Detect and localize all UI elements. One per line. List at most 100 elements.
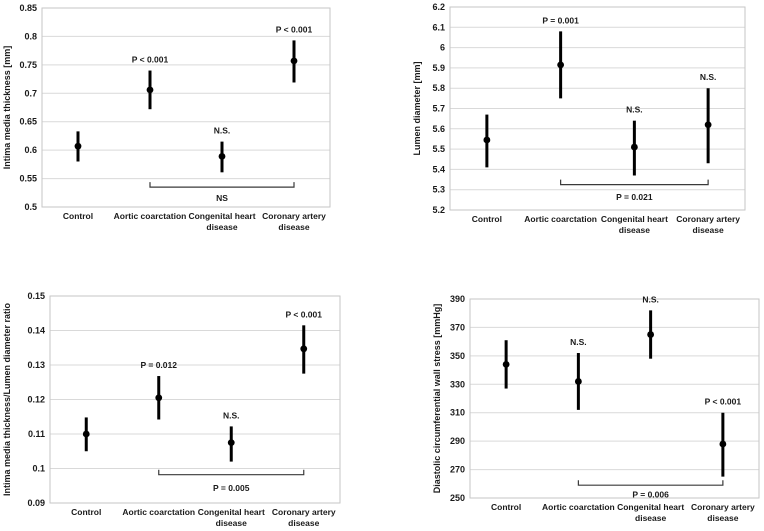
y-tick-label: 250 [450,493,465,503]
panel-imt-lumen-ratio: 0.09 0.1 0.11 0.12 0.13 0.14 0.15 Intima media … [0,266,382,531]
mean-marker [574,378,582,385]
x-category-label: Coronary artery [262,211,326,221]
y-axis-title: Lumen diameter [mm] [412,61,422,155]
mean-marker [630,143,638,151]
y-tick-label: 6 [440,43,445,53]
y-tick-label: 5.6 [432,124,445,134]
mean-marker [82,430,90,438]
mean-marker [218,152,226,160]
y-tick-label: 5.8 [432,83,445,93]
x-category-label: Congenital heart [601,214,668,224]
y-tick-label: 5.2 [432,205,445,215]
y-tick-label: 0.1 [32,464,45,474]
plot-border [449,6,746,211]
x-category-label: Coronary artery [691,502,755,512]
mean-marker [483,136,491,144]
intima-media-thickness-chart: 0.5 0.55 0.6 0.65 0.7 0.75 0.8 0.85 Intima media… [2,3,331,232]
y-tick-label: 330 [450,379,465,389]
x-category-label: disease [707,513,738,523]
y-tick-label: 5.5 [432,144,445,154]
y-tick-label: 5.3 [432,185,445,195]
significance-bracket [149,182,295,188]
y-tick-label: 0.5 [24,202,37,212]
x-category-label: Coronary artery [676,214,740,224]
y-tick-label: 370 [450,322,465,332]
y-tick-label: 0.85 [19,3,37,13]
y-tick-label: 270 [450,465,465,475]
bracket-label: NS [216,193,228,203]
y-tick-label: 0.14 [27,326,45,336]
x-category-label: Congenital heart [188,211,255,221]
mean-marker [502,360,510,368]
y-tick-label: 6.1 [432,22,445,32]
mean-marker [155,394,163,402]
significance-annotation: N.S. [223,410,240,420]
mean-marker [74,142,82,150]
x-category-label: Control [491,502,521,512]
significance-annotation: N.S. [700,72,717,82]
panel-lumen-diameter: 5.2 5.3 5.4 5.5 5.6 5.7 5.8 5.9 6 6.1 6.2 Lumen dia… [382,0,764,266]
significance-bracket [577,480,724,486]
y-tick-label: 0.6 [24,145,37,155]
y-tick-label: 0.11 [28,429,45,439]
y-axis-title: Diastolic circumferential wall stress [m… [432,304,442,494]
y-tick-label: 0.55 [19,174,37,184]
plot-border [49,295,341,504]
imt-lumen-ratio-chart: 0.09 0.1 0.11 0.12 0.13 0.14 0.15 Intima media … [2,291,341,528]
diastolic-wall-stress-chart: 250 270 290 310 330 350 370 390 Diastolic circum… [432,294,760,523]
mean-marker [647,331,655,338]
mean-marker [704,121,712,129]
significance-annotation: N.S. [214,126,231,136]
bracket-label: P = 0.005 [213,483,250,493]
lumen-diameter-chart: 5.2 5.3 5.4 5.5 5.6 5.7 5.8 5.9 6 6.1 6.2 Lumen dia… [412,2,746,235]
y-tick-label: 5.7 [432,104,445,114]
panel-diastolic-wall-stress: 250 270 290 310 330 350 370 390 Diastolic circum… [382,266,764,531]
mean-marker [557,61,565,69]
significance-annotation: P < 0.001 [286,309,323,319]
y-tick-label: 350 [450,351,465,361]
mean-marker [300,345,308,353]
x-category-label: Control [63,211,93,221]
x-category-label: Congenital heart [198,507,265,517]
x-category-label: disease [278,222,309,232]
mean-marker [146,86,154,94]
x-category-label: Control [71,507,101,517]
y-axis-title: Intima media thickness/Lumen diameter ra… [2,302,12,496]
significance-annotation: N.S. [570,337,587,347]
x-category-label: disease [288,518,319,528]
y-tick-label: 0.75 [19,60,37,70]
plot-border [41,7,331,208]
significance-annotation: P < 0.001 [276,24,313,34]
y-tick-label: 6.2 [432,2,445,12]
x-category-label: disease [635,513,666,523]
y-tick-label: 0.09 [27,498,45,508]
y-tick-label: 0.15 [27,291,45,301]
y-tick-label: 390 [450,294,465,304]
panel-intima-media-thickness: 0.5 0.55 0.6 0.65 0.7 0.75 0.8 0.85 Intima media… [0,0,382,266]
mean-marker [719,440,727,448]
x-category-label: Coronary artery [272,507,336,517]
x-category-label: Aortic coarctation [524,214,597,224]
significance-annotation: N.S. [626,105,643,115]
significance-bracket [560,179,709,186]
mean-marker [227,439,235,447]
y-tick-label: 5.4 [432,164,445,174]
x-category-label: disease [619,225,650,235]
y-tick-label: 0.8 [24,31,37,41]
plot-border [469,298,760,499]
mean-marker [290,57,298,65]
y-tick-label: 310 [450,408,465,418]
x-category-label: disease [206,222,237,232]
y-tick-label: 290 [450,436,465,446]
significance-annotation: P = 0.012 [141,360,178,370]
significance-annotation: P < 0.001 [705,397,742,407]
x-category-label: disease [693,225,724,235]
bracket-label: P = 0.021 [616,192,653,202]
y-tick-label: 0.65 [19,117,37,127]
y-tick-label: 0.7 [24,88,37,98]
x-category-label: Congenital heart [617,502,684,512]
y-tick-label: 5.9 [432,63,445,73]
bracket-label: P = 0.006 [632,489,669,499]
y-axis-title: Intima media thickness [mm] [2,46,12,170]
